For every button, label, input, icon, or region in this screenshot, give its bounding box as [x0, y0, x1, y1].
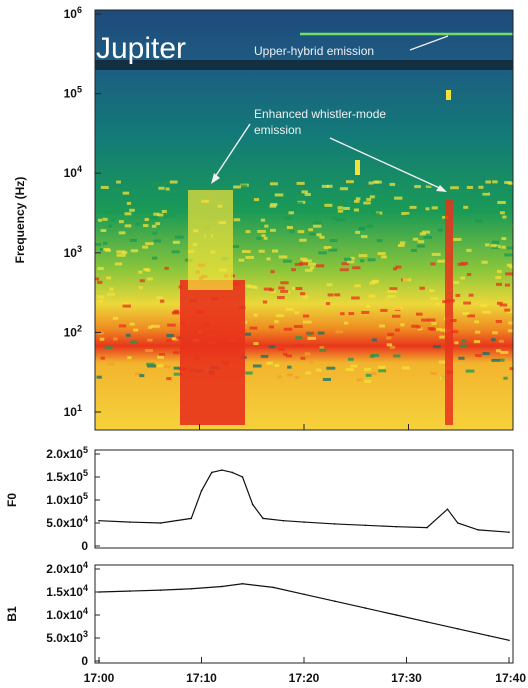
- b1-tick-label: 0: [81, 654, 88, 668]
- b1-data-point: [190, 587, 193, 590]
- burst-main-upper: [188, 190, 233, 290]
- arrowhead-whistler-right: [436, 185, 447, 192]
- b1-data-point: [221, 585, 223, 588]
- f0-data-point: [159, 522, 162, 524]
- f0-axis-label: F0: [5, 493, 19, 507]
- f0-data-point: [200, 490, 203, 492]
- f0-data-point: [231, 471, 234, 474]
- annotation-whistler-2: emission: [254, 123, 301, 137]
- f0-data-point: [221, 469, 223, 471]
- f0-panel: F0 2.0x105 1.5x105 1.0x105 5.0x104 0: [5, 445, 514, 553]
- b1-data-point: [426, 621, 428, 623]
- b1-data-point: [128, 590, 131, 592]
- burst-mid: [355, 160, 360, 175]
- spectrogram-panel: Jupiter Upper-hybrid emission Enhanced w…: [13, 5, 514, 431]
- f0-data-point: [508, 531, 510, 533]
- annotation-whistler-1: Enhanced whistler-mode: [254, 107, 386, 121]
- b1-tick-label: 2.0x104: [46, 560, 88, 576]
- burst-right: [445, 200, 453, 425]
- f0-data-point: [251, 503, 254, 506]
- b1-data-point: [303, 593, 305, 596]
- frequency-axis-label: Frequency (Hz): [13, 177, 27, 264]
- b1-data-point: [98, 591, 100, 593]
- time-tick-label: 17:20: [289, 671, 320, 685]
- b1-frame: [94, 564, 514, 664]
- f0-data-point: [456, 522, 459, 524]
- f0-tick-label: 1.0x105: [46, 491, 88, 507]
- b1-data-point: [395, 614, 398, 616]
- b1-data-point: [159, 589, 162, 591]
- arrowhead-whistler-left: [211, 173, 220, 184]
- freq-tick-label: 104: [64, 164, 82, 180]
- f0-data-point: [333, 523, 336, 525]
- f0-data-point: [190, 517, 193, 520]
- time-tick-label: 17:40: [495, 671, 526, 685]
- time-tick-label: 17:10: [186, 671, 217, 685]
- f0-data-point: [426, 526, 428, 529]
- f0-data-point: [303, 521, 305, 523]
- freq-tick-label: 106: [64, 5, 82, 21]
- f0-data-point: [241, 476, 244, 478]
- freq-tick-label: 103: [64, 244, 82, 260]
- arrow-whistler-left: [212, 123, 251, 181]
- spectrogram-background: [95, 10, 513, 430]
- b1-tick-label: 1.5x104: [46, 583, 88, 599]
- b1-data-point: [508, 639, 510, 642]
- f0-frame: [94, 449, 514, 549]
- b1-data-point: [364, 607, 367, 609]
- chart-title: Jupiter: [96, 32, 186, 65]
- b1-data-point: [241, 582, 244, 585]
- f0-data-point: [477, 529, 480, 531]
- annotation-upper-hybrid: Upper-hybrid emission: [254, 44, 374, 58]
- b1-data-point: [456, 628, 459, 630]
- b1-data-point: [333, 600, 336, 602]
- f0-data-point: [395, 525, 398, 528]
- f0-tick-label: 2.0x105: [46, 445, 88, 461]
- b1-data-point: [487, 634, 490, 637]
- b1-tick-label: 1.0x104: [46, 606, 88, 622]
- arrow-upper-hybrid: [409, 35, 449, 51]
- f0-data-point: [282, 519, 285, 522]
- b1-panel: B1 2.0x104 1.5x104 1.0x104 5.0x103 0 17:00 17…: [5, 560, 526, 685]
- freq-tick-label: 102: [64, 323, 82, 339]
- f0-data-point: [446, 508, 449, 511]
- time-tick-label: 17:30: [391, 671, 422, 685]
- f0-data-point: [98, 519, 100, 522]
- b1-data-point: [180, 588, 182, 591]
- f0-data-point: [128, 521, 131, 523]
- burst-main: [180, 280, 245, 425]
- f0-data-point: [262, 517, 264, 520]
- b1-tick-label: 5.0x103: [46, 629, 88, 645]
- b1-data-point: [272, 586, 275, 589]
- f0-data-point: [364, 524, 367, 527]
- f0-tick-label: 1.5x105: [46, 468, 88, 484]
- arrow-whistler-right: [329, 137, 445, 191]
- freq-tick-label: 101: [64, 403, 82, 419]
- upper-band: [95, 60, 513, 70]
- f0-tick-label: 0: [81, 539, 88, 553]
- burst-right-top: [446, 90, 451, 100]
- freq-tick-label: 105: [64, 85, 82, 101]
- f0-tick-label: 5.0x104: [46, 514, 88, 530]
- b1-axis-label: B1: [5, 606, 19, 622]
- time-tick-label: 17:00: [84, 671, 115, 685]
- f0-data-point: [210, 471, 213, 474]
- b1-series-line: [98, 583, 510, 641]
